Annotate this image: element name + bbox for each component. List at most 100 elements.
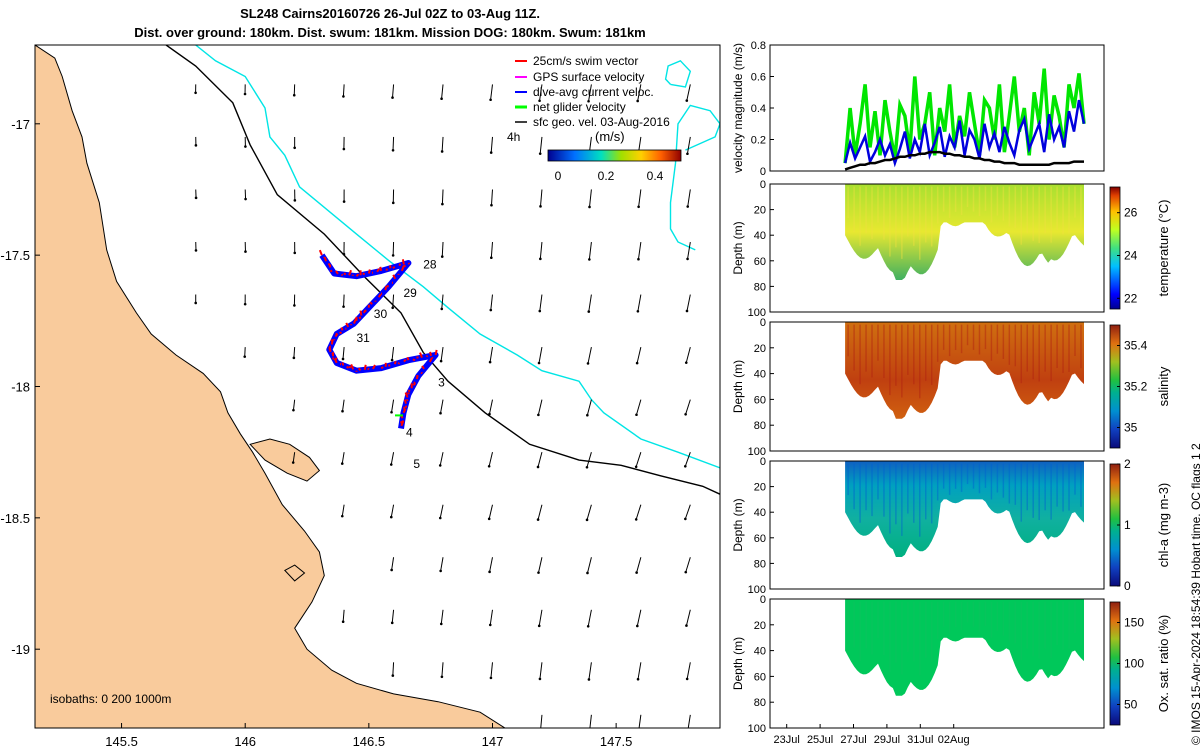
geo-velocity-arrow	[439, 504, 444, 519]
geo-velocity-arrow-head	[390, 621, 394, 625]
geo-velocity-arrow-head	[391, 674, 395, 677]
geo-velocity-arrow-head	[636, 677, 640, 681]
geo-velocity-arrow-head	[342, 147, 346, 151]
swim-vector	[415, 375, 419, 380]
geo-velocity-arrow	[687, 714, 691, 728]
swim-vector	[346, 365, 350, 369]
colorbar	[1109, 601, 1121, 726]
geo-velocity-arrow-head	[293, 199, 297, 202]
geo-velocity-arrow-head	[588, 205, 591, 209]
geo-velocity-arrow	[684, 452, 691, 467]
depth-axes-frame	[769, 183, 1105, 313]
geo-velocity-arrow	[588, 84, 592, 102]
geo-velocity-arrow-head	[243, 302, 247, 306]
geo-velocity-arrow	[342, 399, 345, 412]
geo-velocity-arrow	[539, 136, 543, 154]
map-x-tick-label: 146	[234, 734, 256, 749]
geo-velocity-arrow-head	[391, 254, 395, 257]
depth-axes-bg	[770, 461, 1104, 589]
geo-velocity-arrow-head	[539, 257, 542, 261]
depth-y-label: Depth (m)	[731, 498, 745, 551]
swim-vector	[339, 331, 343, 335]
geo-velocity-arrow-head	[244, 197, 247, 201]
depth-axes-bg	[770, 184, 1104, 312]
swim-vector	[372, 364, 376, 370]
geo-velocity-arrow	[636, 346, 642, 364]
swim-vector	[407, 262, 411, 265]
geo-velocity-arrow-head	[684, 412, 687, 416]
day-label: 5	[413, 457, 420, 471]
depth-y-tick-label: 100	[748, 446, 766, 458]
swim-vector	[401, 259, 405, 265]
swim-vector	[434, 349, 438, 356]
colorbar-label: salinity	[1156, 366, 1171, 406]
isobath-1000m-ring	[664, 59, 692, 88]
velocity-series-line	[843, 99, 1086, 168]
geo-velocity-arrow-head	[489, 676, 493, 680]
geo-velocity-arrow-head	[341, 357, 345, 361]
depth-y-tick-label: 40	[754, 230, 766, 242]
depth-y-tick-label: 60	[754, 256, 766, 268]
swim-vector	[403, 358, 407, 363]
geo-velocity-arrow	[440, 609, 444, 624]
colorbar-tick-label: 2	[1124, 457, 1131, 471]
legend-net: net glider velocity	[533, 100, 626, 114]
depth-axes-bg	[770, 599, 1104, 728]
geo-velocity-arrow-head	[539, 205, 542, 208]
colorbar-tick-label: 1	[1124, 518, 1131, 532]
depth-y-tick-label: 0	[760, 317, 766, 329]
day-label: 4	[406, 425, 413, 439]
geo-velocity-arrow	[441, 189, 444, 205]
legend-current: dive-avg current veloc.	[533, 85, 654, 99]
geo-velocity-arrow	[490, 294, 493, 311]
depth-y-tick-label: 0	[760, 179, 766, 191]
geo-velocity-arrow-head	[637, 731, 640, 734]
swim-vector	[379, 266, 383, 272]
depth-data-fill	[845, 184, 1084, 280]
depth-y-tick-label: 100	[748, 723, 766, 735]
swim-vector	[406, 356, 410, 361]
geo-velocity-arrow	[537, 504, 543, 520]
map-y-tick-label: -18	[11, 380, 30, 395]
swim-vector	[413, 381, 416, 384]
geo-velocity-arrow-head	[292, 93, 296, 97]
geo-velocity-arrow	[587, 346, 592, 364]
geo-velocity-arrow	[539, 84, 543, 101]
timestamp-footer: © IMOS 15-Apr-2024 18:54:39 Hobart time.…	[1189, 443, 1200, 745]
geo-velocity-arrow-head	[489, 151, 493, 154]
chart-title: SL248 Cairns20160726 26-Jul 02Z to 03-Au…	[240, 6, 540, 21]
geo-velocity-arrow-head	[390, 410, 393, 414]
swim-vector	[425, 355, 429, 358]
geo-velocity-arrow-head	[488, 570, 491, 574]
colorbar-label: temperature (°C)	[1156, 200, 1171, 297]
geo-velocity-arrow-head	[538, 309, 542, 313]
depth-y-tick-label: 80	[754, 420, 766, 432]
swim-vector	[340, 327, 344, 331]
swim-vector	[329, 269, 333, 273]
swim-vector	[369, 301, 373, 305]
geo-velocity-arrow	[686, 662, 691, 679]
swim-vector	[420, 371, 423, 375]
depth-y-tick-label: 80	[754, 697, 766, 709]
swim-vector	[431, 356, 434, 360]
map-x-tick-label: 147.5	[600, 734, 633, 749]
depth-y-tick-label: 20	[754, 482, 766, 494]
geo-velocity-arrow-head	[538, 152, 542, 155]
geo-velocity-arrow-head	[340, 462, 344, 465]
swim-vector	[318, 249, 323, 256]
geo-velocity-arrow	[441, 84, 444, 99]
geo-velocity-arrow	[440, 347, 444, 362]
colorbar-tick-label: 24	[1124, 248, 1138, 262]
geo-velocity-arrow	[587, 609, 592, 627]
geo-velocity-arrow	[586, 557, 592, 574]
geo-velocity-arrow-head	[587, 99, 590, 103]
swim-vector	[341, 362, 345, 366]
isobath-1000m	[195, 45, 720, 469]
colorbar-tick-label: 35	[1124, 421, 1138, 435]
speed-tick-0: 0	[555, 169, 562, 183]
swim-vector	[403, 399, 407, 404]
geo-velocity-arrow-head	[342, 95, 345, 98]
geo-velocity-arrow	[686, 84, 691, 101]
swim-vector	[400, 420, 405, 427]
geo-velocity-arrow-head	[588, 731, 591, 734]
